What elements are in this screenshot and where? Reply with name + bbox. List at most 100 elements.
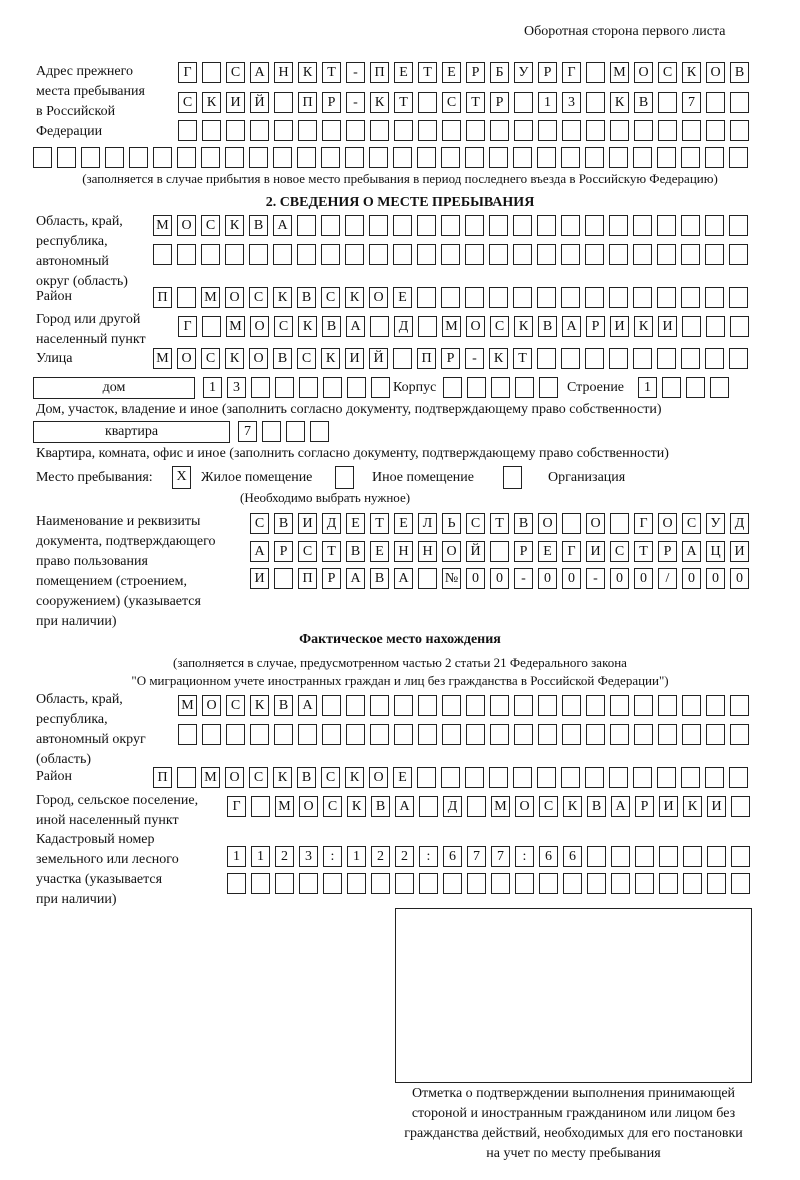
- actual-region-cell[interactable]: [490, 724, 509, 745]
- region-cell[interactable]: [153, 244, 172, 265]
- prev-address-cell[interactable]: [249, 147, 268, 168]
- cadastral-cell[interactable]: [683, 873, 702, 894]
- region-cell[interactable]: [705, 244, 724, 265]
- document-cell[interactable]: Д: [322, 513, 341, 534]
- street-cell[interactable]: С: [297, 348, 316, 369]
- region-cell[interactable]: [321, 215, 340, 236]
- actual-region-cell[interactable]: [538, 724, 557, 745]
- flat-cell[interactable]: 7: [238, 421, 257, 442]
- actual-city-cell[interactable]: Р: [635, 796, 654, 817]
- actual-region-cell[interactable]: О: [202, 695, 221, 716]
- prev-address-cell[interactable]: [658, 92, 677, 113]
- street-cell[interactable]: В: [273, 348, 292, 369]
- prev-address-cell[interactable]: У: [514, 62, 533, 83]
- building-cell[interactable]: [662, 377, 681, 398]
- district-cell[interactable]: [417, 287, 436, 308]
- prev-address-cell[interactable]: [682, 120, 701, 141]
- cadastral-cell[interactable]: [587, 846, 606, 867]
- document-cell[interactable]: У: [706, 513, 725, 534]
- house-cell[interactable]: [323, 377, 342, 398]
- region-cell[interactable]: [417, 215, 436, 236]
- district-cell[interactable]: П: [153, 287, 172, 308]
- actual-district-cell[interactable]: [561, 767, 580, 788]
- prev-address-cell[interactable]: [489, 147, 508, 168]
- district-cell[interactable]: С: [249, 287, 268, 308]
- street-cell[interactable]: О: [249, 348, 268, 369]
- region-cell[interactable]: [729, 244, 748, 265]
- actual-region-cell[interactable]: [202, 724, 221, 745]
- region-cell[interactable]: [585, 244, 604, 265]
- actual-district-cell[interactable]: [177, 767, 196, 788]
- region-cell[interactable]: [345, 244, 364, 265]
- district-cell[interactable]: В: [297, 287, 316, 308]
- district-cell[interactable]: О: [225, 287, 244, 308]
- cadastral-cell[interactable]: [731, 873, 750, 894]
- actual-region-cell[interactable]: [346, 695, 365, 716]
- region-cell[interactable]: [705, 215, 724, 236]
- prev-address-cell[interactable]: [129, 147, 148, 168]
- cadastral-cell[interactable]: 7: [491, 846, 510, 867]
- document-cell[interactable]: О: [538, 513, 557, 534]
- region-cell[interactable]: [465, 215, 484, 236]
- document-cell[interactable]: С: [682, 513, 701, 534]
- region-cell[interactable]: [561, 244, 580, 265]
- prev-address-cell[interactable]: И: [226, 92, 245, 113]
- actual-region-cell[interactable]: [418, 724, 437, 745]
- document-cell[interactable]: Р: [322, 568, 341, 589]
- actual-region-cell[interactable]: [346, 724, 365, 745]
- actual-district-cell[interactable]: К: [273, 767, 292, 788]
- district-cell[interactable]: [729, 287, 748, 308]
- prev-address-cell[interactable]: Т: [322, 62, 341, 83]
- cadastral-cell[interactable]: [635, 873, 654, 894]
- prev-address-cell[interactable]: [322, 120, 341, 141]
- prev-address-cell[interactable]: [706, 120, 725, 141]
- street-cell[interactable]: [537, 348, 556, 369]
- cadastral-cell[interactable]: [299, 873, 318, 894]
- street-cell[interactable]: [609, 348, 628, 369]
- district-cell[interactable]: [681, 287, 700, 308]
- street-cell[interactable]: Т: [513, 348, 532, 369]
- prev-address-cell[interactable]: Т: [418, 62, 437, 83]
- document-cell[interactable]: Т: [370, 513, 389, 534]
- city-cell[interactable]: М: [226, 316, 245, 337]
- prev-address-cell[interactable]: Р: [490, 92, 509, 113]
- district-cell[interactable]: М: [201, 287, 220, 308]
- document-cell[interactable]: В: [274, 513, 293, 534]
- cadastral-cell[interactable]: 2: [275, 846, 294, 867]
- actual-region-cell[interactable]: [538, 695, 557, 716]
- actual-region-cell[interactable]: В: [274, 695, 293, 716]
- prev-address-cell[interactable]: [105, 147, 124, 168]
- actual-region-cell[interactable]: [442, 695, 461, 716]
- actual-district-cell[interactable]: М: [201, 767, 220, 788]
- prev-address-cell[interactable]: [562, 120, 581, 141]
- city-cell[interactable]: Г: [178, 316, 197, 337]
- region-cell[interactable]: [225, 244, 244, 265]
- region-cell[interactable]: [513, 215, 532, 236]
- actual-district-cell[interactable]: С: [249, 767, 268, 788]
- document-cell[interactable]: /: [658, 568, 677, 589]
- region-cell[interactable]: [369, 244, 388, 265]
- cadastral-cell[interactable]: [659, 873, 678, 894]
- actual-region-cell[interactable]: [178, 724, 197, 745]
- flat-cell[interactable]: [310, 421, 329, 442]
- actual-region-cell[interactable]: [682, 724, 701, 745]
- house-type-field[interactable]: дом: [33, 377, 195, 399]
- street-cell[interactable]: О: [177, 348, 196, 369]
- document-cell[interactable]: А: [682, 541, 701, 562]
- actual-region-cell[interactable]: [298, 724, 317, 745]
- actual-district-cell[interactable]: [705, 767, 724, 788]
- prev-address-cell[interactable]: Б: [490, 62, 509, 83]
- actual-city-cell[interactable]: С: [323, 796, 342, 817]
- prev-address-cell[interactable]: [370, 120, 389, 141]
- actual-region-cell[interactable]: [562, 724, 581, 745]
- prev-address-cell[interactable]: [202, 62, 221, 83]
- region-cell[interactable]: [657, 244, 676, 265]
- actual-region-cell[interactable]: [250, 724, 269, 745]
- document-cell[interactable]: О: [586, 513, 605, 534]
- prev-address-cell[interactable]: [178, 120, 197, 141]
- region-cell[interactable]: А: [273, 215, 292, 236]
- prev-address-cell[interactable]: В: [730, 62, 749, 83]
- prev-address-cell[interactable]: [585, 147, 604, 168]
- actual-district-cell[interactable]: [585, 767, 604, 788]
- actual-city-cell[interactable]: Д: [443, 796, 462, 817]
